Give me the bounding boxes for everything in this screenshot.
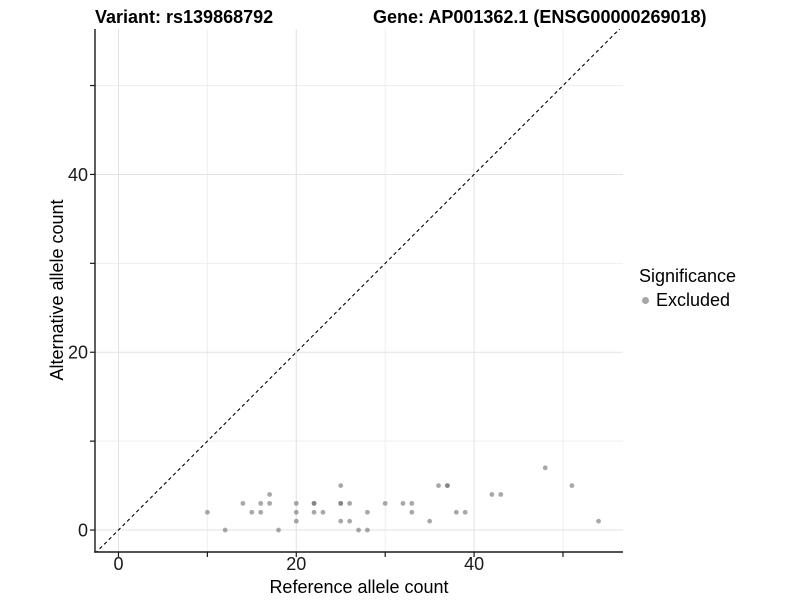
data-point [445,483,450,488]
data-point [453,509,459,515]
x-tick-label: 20 [286,554,306,574]
data-point [204,509,210,515]
data-point [347,518,353,524]
data-point [347,500,353,506]
data-point [427,518,433,524]
data-point [267,500,273,506]
tick-marks [90,84,564,557]
data-point [311,509,317,515]
y-axis-title: Alternative allele count [47,199,67,381]
data-point [489,492,495,497]
data-point [293,509,299,515]
data-point [276,527,281,533]
y-tick-label: 40 [68,165,88,185]
data-point [365,509,370,515]
data-point [267,492,273,497]
data-point [596,518,601,524]
data-point [542,465,548,471]
data-point [249,509,255,515]
data-point [320,509,326,515]
data-point [356,527,361,533]
data-point [462,509,468,515]
data-point [293,500,299,506]
x-tick-label: 40 [464,554,484,574]
tick-labels: 0 20 40 0 20 40 [68,165,484,574]
y-tick-label: 20 [68,343,88,363]
data-point [498,492,504,497]
plot-title-variant: Variant: rs139868792 [95,7,274,27]
x-tick-label: 0 [113,554,123,574]
data-point [436,483,441,488]
data-point [409,509,415,515]
data-point [338,500,344,506]
data-point [293,518,299,524]
x-axis-title: Reference allele count [269,577,449,597]
data-point [409,500,415,506]
legend: Significance Excluded [639,266,737,311]
y-tick-label: 0 [78,521,88,541]
data-point [258,500,264,506]
legend-item-label: Excluded [656,289,731,310]
data-point [569,483,575,488]
data-point [365,527,370,533]
data-point [222,527,228,533]
data-point [258,509,264,515]
legend-point-icon [642,297,649,305]
data-point [311,500,317,506]
legend-title: Significance [639,266,737,286]
gridlines [95,29,623,552]
data-point [382,500,388,506]
scatter-points [204,465,601,533]
legend-item-excluded: Excluded [639,289,736,311]
data-point [338,518,344,524]
plot-title-gene: Gene: AP001362.1 (ENSG00000269018) [373,7,707,27]
data-point [400,500,406,506]
data-point [240,500,246,506]
identity-line [95,29,621,552]
data-point [338,483,344,488]
axis-lines [94,29,623,553]
